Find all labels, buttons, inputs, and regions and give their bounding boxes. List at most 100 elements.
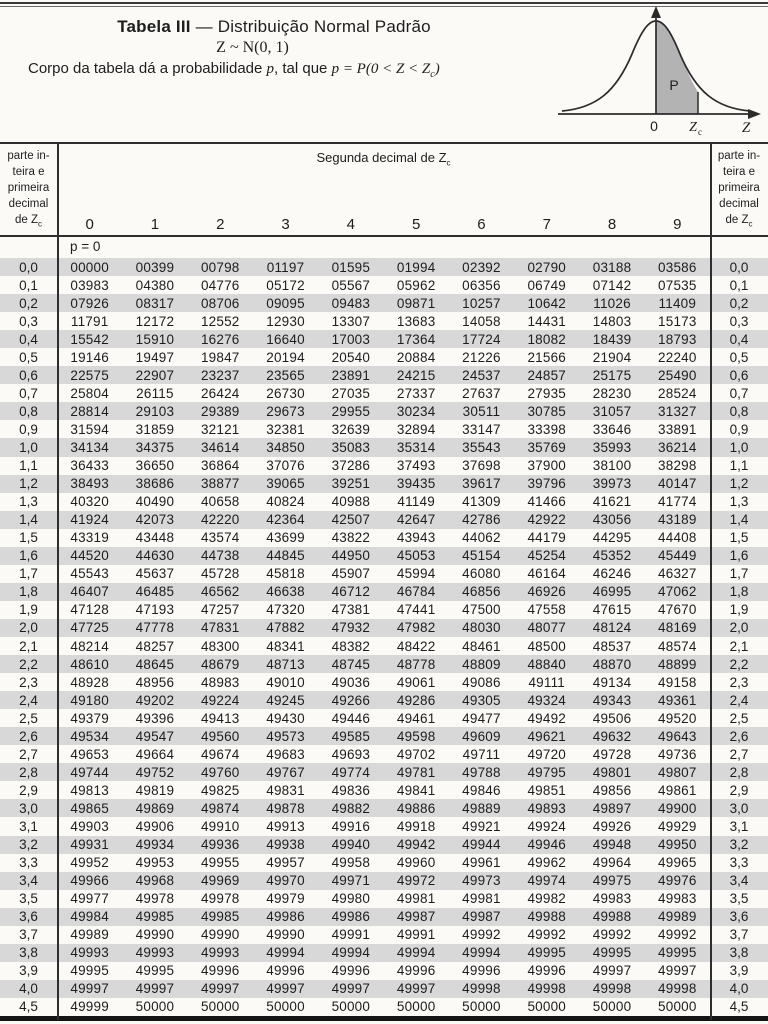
value-cell: 39796 bbox=[527, 476, 566, 492]
value-cell: 49981 bbox=[462, 891, 501, 907]
value-cell: 05172 bbox=[266, 277, 305, 293]
value-cell: 38877 bbox=[200, 476, 240, 492]
table-row: 1,0 34134 34375 34614 34850 35083 35314 35543 35… bbox=[0, 438, 768, 457]
value-cell: 41774 bbox=[658, 494, 697, 510]
row-label-left: 3,6 bbox=[19, 909, 38, 925]
table-row: 3,0 49865 49869 49874 49878 49882 49886 49889 49… bbox=[0, 799, 768, 818]
row-label-right: 0,2 bbox=[729, 295, 749, 311]
row-label-right: 0,8 bbox=[729, 403, 749, 419]
value-cell: 49760 bbox=[200, 764, 240, 780]
value-cell: 43189 bbox=[658, 512, 697, 528]
value-cell: 49994 bbox=[396, 945, 436, 961]
value-cell: 46407 bbox=[70, 584, 109, 600]
value-cell: 49942 bbox=[396, 837, 436, 853]
row-label-left: 0,7 bbox=[19, 385, 38, 401]
value-cell: 38493 bbox=[70, 476, 109, 492]
value-cell: 34614 bbox=[200, 439, 240, 455]
row-label-right: 1,4 bbox=[729, 512, 749, 528]
value-cell: 49990 bbox=[200, 927, 240, 943]
value-cell: 50000 bbox=[527, 999, 566, 1015]
value-cell: 49934 bbox=[135, 837, 175, 853]
value-cell: 49996 bbox=[331, 963, 371, 979]
value-cell: 49413 bbox=[200, 710, 240, 726]
value-cell: 10257 bbox=[462, 295, 501, 311]
value-cell: 47128 bbox=[70, 602, 109, 618]
value-cell: 49841 bbox=[396, 782, 436, 798]
value-cell: 49950 bbox=[658, 837, 697, 853]
value-cell: 07142 bbox=[592, 277, 632, 293]
row-label-right: 4,0 bbox=[729, 981, 749, 997]
row-label-left: 4,5 bbox=[19, 999, 38, 1015]
value-cell: 49061 bbox=[396, 674, 436, 690]
value-cell: 49506 bbox=[592, 710, 632, 726]
table-description: Corpo da tabela dá a probabilidade p, ta… bbox=[28, 60, 440, 80]
value-cell: 49286 bbox=[396, 692, 436, 708]
value-cell: 48745 bbox=[331, 656, 371, 672]
table-row: 2,6 49534 49547 49560 49573 49585 49598 49609 49… bbox=[0, 727, 768, 746]
row-label-right: 3,5 bbox=[729, 891, 749, 907]
value-cell: 50000 bbox=[396, 999, 436, 1015]
value-cell: 15173 bbox=[658, 313, 697, 329]
value-cell: 49983 bbox=[592, 891, 632, 907]
row-label-right: 3,8 bbox=[729, 945, 749, 961]
value-cell: 01595 bbox=[331, 259, 371, 275]
value-cell: 49970 bbox=[266, 873, 305, 889]
value-cell: 05962 bbox=[396, 277, 436, 293]
value-cell: 49878 bbox=[266, 800, 305, 816]
value-cell: 48983 bbox=[200, 674, 240, 690]
value-cell: 49990 bbox=[135, 927, 175, 943]
value-cell: 49976 bbox=[658, 873, 697, 889]
table-row: 0,7 25804 26115 26424 26730 27035 27337 27637 27… bbox=[0, 384, 768, 402]
row-label-right: 1,8 bbox=[729, 584, 749, 600]
corner-zc: de Z bbox=[725, 214, 749, 226]
value-cell: 49693 bbox=[331, 746, 371, 762]
table-row: 3,3 49952 49953 49955 49957 49958 49960 49961 49… bbox=[0, 854, 768, 872]
corner-zc-sub: c bbox=[748, 219, 753, 229]
row-label-left: 0,5 bbox=[19, 349, 38, 365]
value-cell: 49974 bbox=[527, 873, 566, 889]
value-cell: 49998 bbox=[592, 981, 632, 997]
value-cell: 28524 bbox=[658, 385, 697, 401]
value-cell: 12172 bbox=[135, 313, 175, 329]
row-label-left: 4,0 bbox=[19, 981, 38, 997]
value-cell: 33147 bbox=[462, 421, 501, 437]
value-cell: 24537 bbox=[462, 367, 501, 383]
value-cell: 49744 bbox=[70, 764, 109, 780]
value-cell: 38100 bbox=[592, 458, 632, 474]
value-cell: 49985 bbox=[200, 909, 240, 925]
value-cell: 49396 bbox=[135, 710, 175, 726]
value-cell: 14058 bbox=[462, 313, 501, 329]
value-cell: 20540 bbox=[331, 349, 371, 365]
value-cell: 46712 bbox=[331, 584, 371, 600]
row-label-right: 2,0 bbox=[729, 620, 749, 636]
value-cell: 49997 bbox=[70, 981, 109, 997]
row-label-right: 0,7 bbox=[729, 385, 749, 401]
value-cell: 49986 bbox=[331, 909, 371, 925]
value-cell: 49446 bbox=[331, 710, 371, 726]
value-cell: 49653 bbox=[70, 746, 109, 762]
value-cell: 21904 bbox=[592, 349, 632, 365]
row-label-right: 4,5 bbox=[729, 999, 749, 1015]
value-cell: 49962 bbox=[527, 855, 566, 871]
value-cell: 45154 bbox=[462, 548, 501, 564]
value-cell: 49846 bbox=[462, 782, 501, 798]
value-cell: 47441 bbox=[396, 602, 436, 618]
row-label-left: 2,8 bbox=[19, 764, 38, 780]
value-cell: 31327 bbox=[658, 403, 697, 419]
value-cell: 49996 bbox=[266, 963, 305, 979]
description-text: , tal que bbox=[274, 60, 332, 77]
value-cell: 47670 bbox=[658, 602, 697, 618]
value-cell: 49918 bbox=[396, 818, 436, 834]
row-label-right: 1,5 bbox=[729, 530, 749, 546]
value-cell: 05567 bbox=[331, 277, 371, 293]
value-cell: 46246 bbox=[592, 566, 632, 582]
value-cell: 48610 bbox=[70, 656, 109, 672]
value-cell: 21226 bbox=[462, 349, 501, 365]
value-cell: 46327 bbox=[658, 566, 697, 582]
row-label-right: 2,9 bbox=[729, 782, 749, 798]
value-cell: 41466 bbox=[527, 494, 566, 510]
value-cell: 45449 bbox=[658, 548, 697, 564]
value-cell: 45637 bbox=[135, 566, 175, 582]
value-cell: 30511 bbox=[462, 403, 501, 419]
value-cell: 24857 bbox=[527, 367, 566, 383]
